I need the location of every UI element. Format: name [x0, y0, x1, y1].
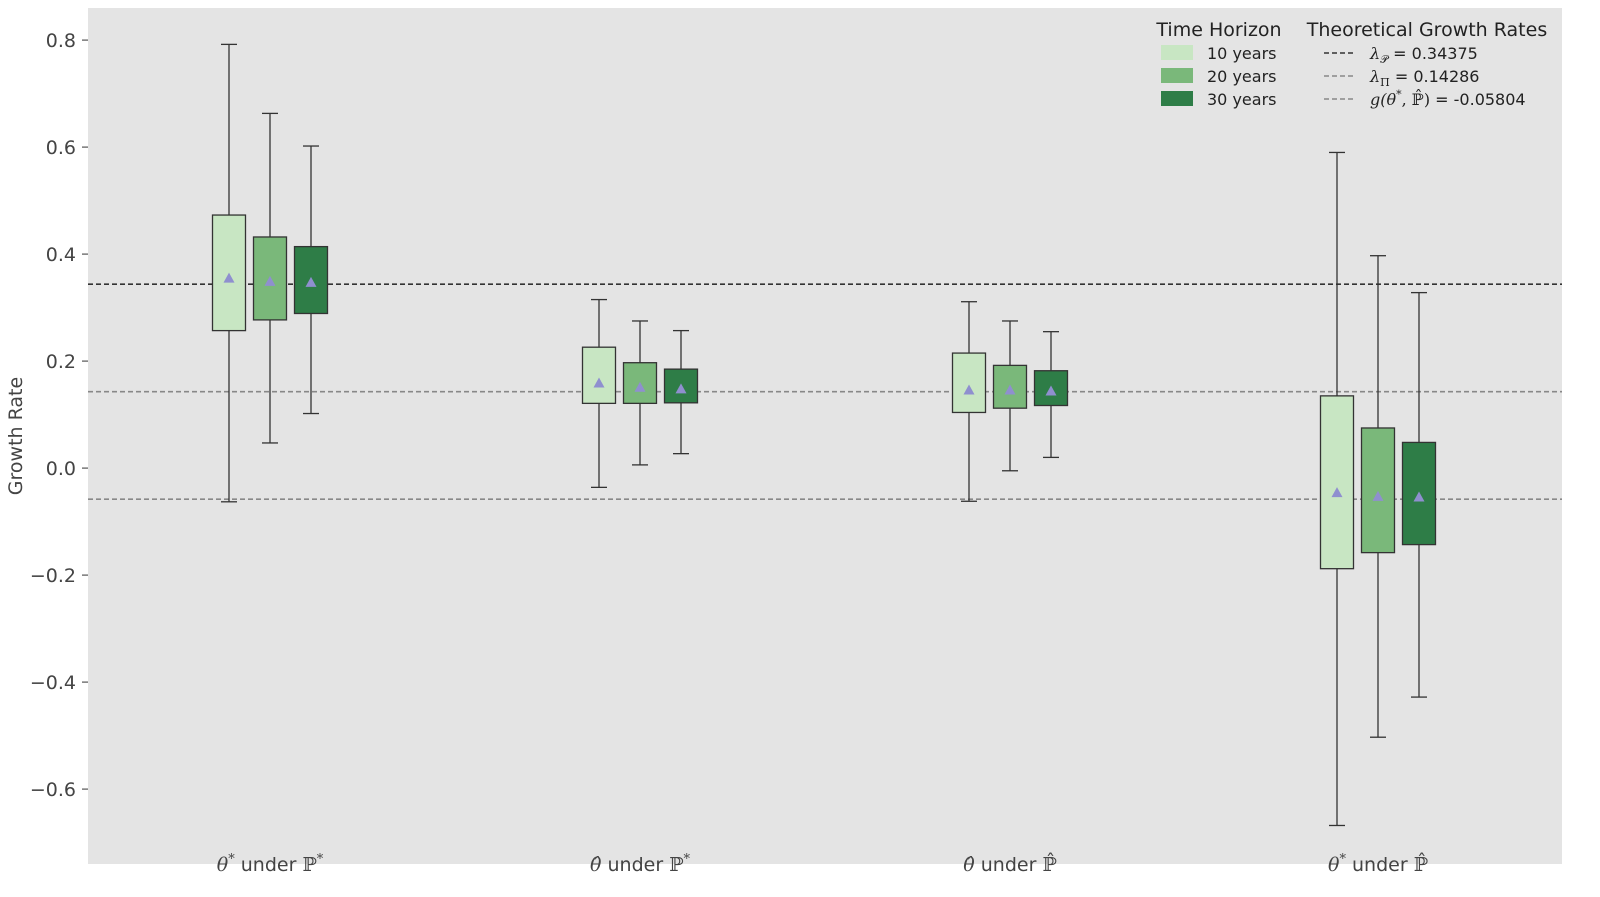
- legend-rate-symbol: λ: [1369, 67, 1380, 86]
- y-tick-label: −0.2: [30, 565, 76, 587]
- y-tick-label: −0.6: [30, 779, 76, 801]
- x-tick-label: θ* under ℙ̂: [1328, 852, 1428, 876]
- x-tick-theta-sup: *: [228, 852, 235, 867]
- mean-marker: [1045, 385, 1057, 396]
- legend-rate-label: λ𝒫 = 0.34375: [1369, 44, 1478, 66]
- x-tick-prob-sup: *: [683, 852, 690, 867]
- legend-rate-value: = 0.34375: [1388, 44, 1478, 63]
- y-axis: 0.8 0.6 0.4 0.2 0.0 −0.2 −0.4 −0.6: [30, 30, 88, 801]
- legend-rate-label: g(θ*, ℙ̂) = -0.05804: [1370, 88, 1526, 109]
- legend-label: 10 years: [1207, 44, 1276, 63]
- legend-title-theoretical-rates: Theoretical Growth Rates: [1306, 19, 1547, 41]
- legend-theoretical-rates: Theoretical Growth Rates λ𝒫 = 0.34375λΠ …: [1306, 19, 1547, 109]
- box-3-20-years: [992, 320, 1028, 472]
- box-2-10-years: [581, 298, 617, 489]
- mean-marker: [305, 276, 317, 287]
- mean-marker: [223, 272, 235, 283]
- box-1-10-years: [211, 43, 247, 503]
- legend-swatch: [1161, 91, 1193, 106]
- legend-rate-value: = 0.14286: [1390, 67, 1480, 86]
- mean-marker: [1331, 487, 1343, 498]
- x-tick-prob: ℙ: [669, 854, 683, 876]
- y-axis-label: Growth Rate: [5, 377, 27, 495]
- mean-marker: [675, 383, 687, 394]
- legend-swatch: [1161, 68, 1193, 83]
- y-tick-label: 0.8: [46, 30, 76, 52]
- mean-marker: [1413, 491, 1425, 502]
- legend-rate-symbol: g(θ: [1370, 90, 1396, 109]
- mean-marker: [634, 381, 646, 392]
- legend-rate-sup: *: [1396, 88, 1402, 101]
- box-3-30-years: [1033, 331, 1069, 459]
- x-tick-under: under: [235, 854, 303, 876]
- box-2-20-years: [622, 320, 658, 466]
- legend-rate-label: λΠ = 0.14286: [1369, 67, 1479, 89]
- legend-rate-symbol: λ: [1369, 44, 1380, 63]
- y-tick-label: −0.4: [30, 672, 76, 694]
- x-tick-label: θ̂ under ℙ*: [590, 852, 690, 876]
- box-iqr: [1319, 395, 1355, 570]
- box-iqr: [951, 352, 987, 414]
- legend-label: 20 years: [1207, 67, 1276, 86]
- y-tick-label: 0.2: [46, 351, 76, 373]
- x-tick-prob: ℙ̂: [1414, 852, 1428, 876]
- x-tick-prob: ℙ: [302, 854, 316, 876]
- x-tick-theta-sup: *: [1339, 852, 1346, 867]
- x-tick-theta: θ̂: [963, 854, 975, 876]
- legend-rate-subscript: Π: [1380, 76, 1390, 89]
- x-axis: θ* under ℙ* θ̂ under ℙ* θ̂ under ℙ̂ θ* unde…: [217, 852, 1428, 876]
- box-3-10-years: [951, 301, 987, 502]
- legend-title-time-horizon: Time Horizon: [1155, 19, 1281, 41]
- box-4-20-years: [1360, 255, 1396, 738]
- box-4-10-years: [1319, 151, 1355, 827]
- y-tick-label: 0.4: [46, 244, 76, 266]
- box-iqr: [1360, 427, 1396, 554]
- legend-time-horizon: Time Horizon 10 years 20 years 30 years: [1155, 19, 1281, 109]
- x-tick-under: under: [601, 854, 669, 876]
- y-tick-label: 0.6: [46, 137, 76, 159]
- box-1-30-years: [293, 145, 329, 415]
- box-4-30-years: [1401, 291, 1437, 698]
- x-tick-prob: ℙ̂: [1042, 852, 1056, 876]
- plot-area: [88, 8, 1562, 864]
- box-2-30-years: [663, 329, 699, 455]
- legend-rate-subscript: 𝒫: [1380, 53, 1390, 66]
- x-tick-label: θ* under ℙ*: [217, 852, 324, 876]
- mean-marker: [1004, 384, 1016, 395]
- x-tick-theta: θ̂: [590, 854, 602, 876]
- legend-rate-mid: ,: [1402, 90, 1412, 109]
- reference-lines: [88, 283, 1562, 500]
- legend-rate-prob: ℙ̂: [1412, 89, 1424, 109]
- x-tick-label: θ̂ under ℙ̂: [963, 852, 1056, 876]
- mean-marker: [593, 377, 605, 388]
- legend-rate-value: = -0.05804: [1430, 90, 1526, 109]
- box-1-20-years: [252, 112, 288, 444]
- legend-swatch: [1161, 45, 1193, 60]
- mean-marker: [264, 275, 276, 286]
- mean-marker: [1372, 490, 1384, 501]
- y-tick-label: 0.0: [46, 458, 76, 480]
- mean-marker: [963, 384, 975, 395]
- box-groups: [211, 43, 1437, 827]
- x-tick-prob-sup: *: [317, 852, 324, 867]
- x-tick-under: under: [975, 854, 1043, 876]
- x-tick-theta: θ: [1328, 854, 1340, 876]
- legend-rate-close: ): [1424, 90, 1430, 109]
- legend-label: 30 years: [1207, 90, 1276, 109]
- x-tick-theta: θ: [217, 854, 229, 876]
- box-iqr: [581, 346, 617, 405]
- box-iqr: [211, 214, 247, 332]
- x-tick-under: under: [1346, 854, 1414, 876]
